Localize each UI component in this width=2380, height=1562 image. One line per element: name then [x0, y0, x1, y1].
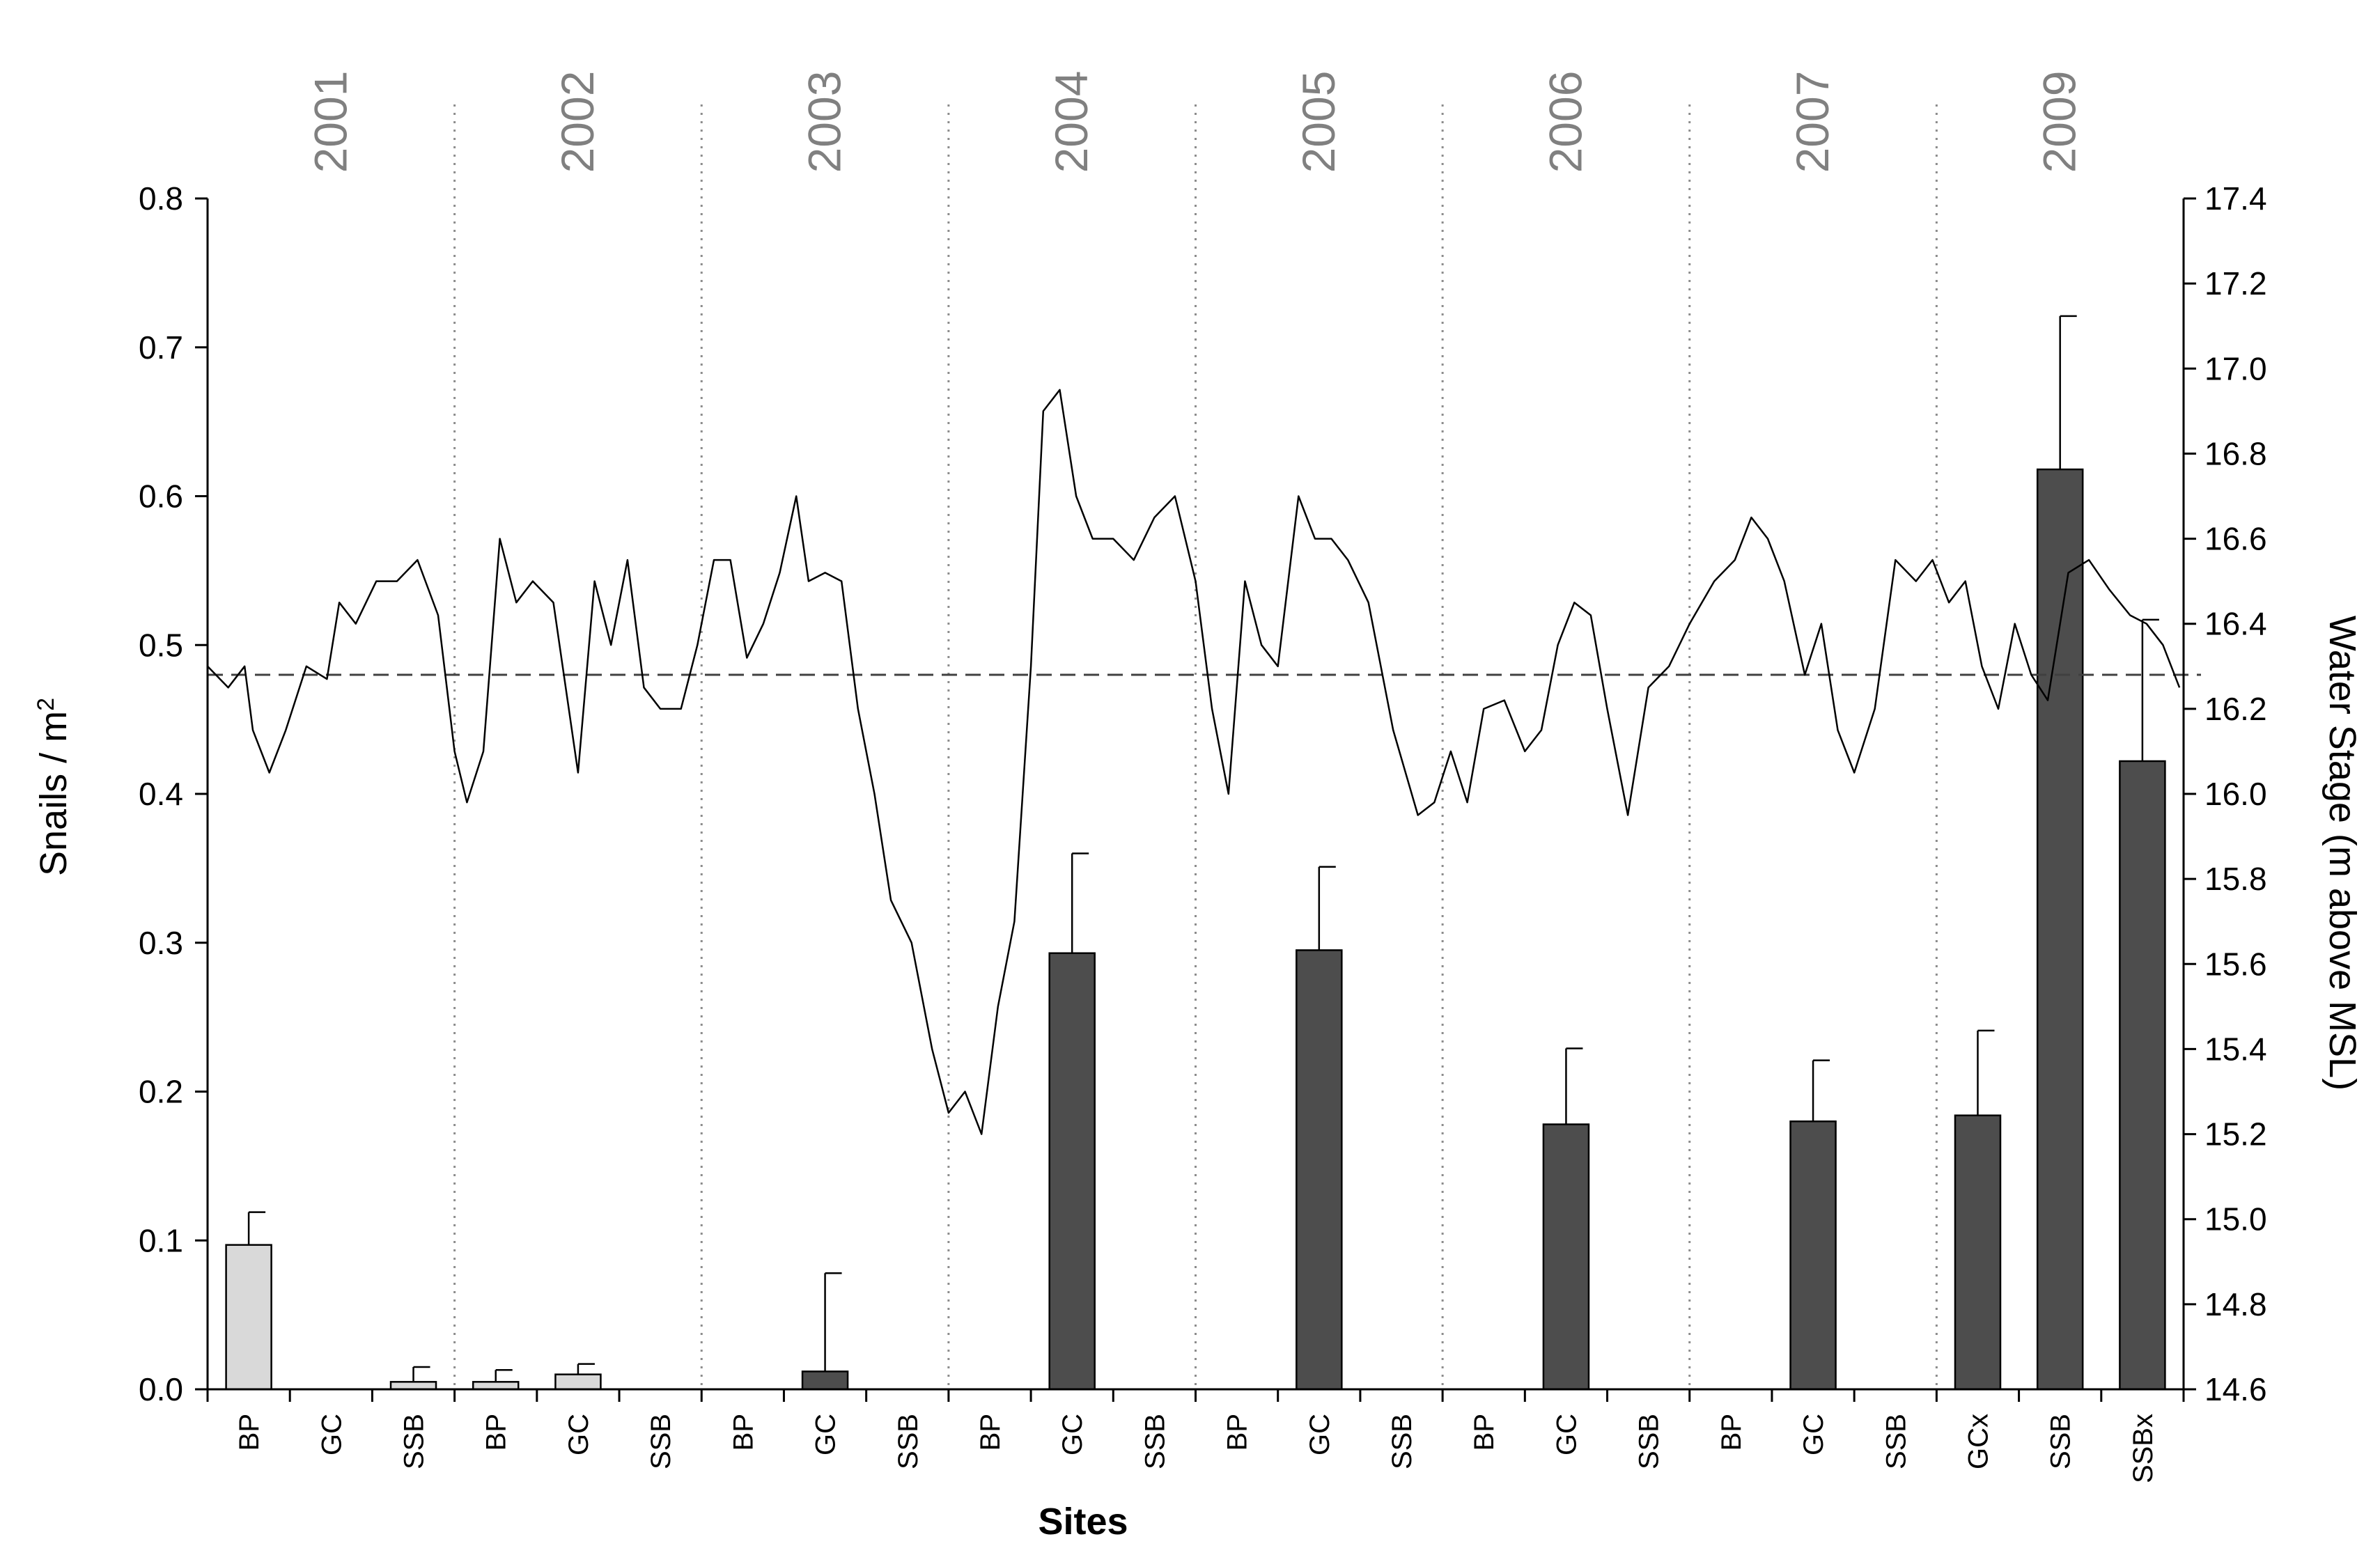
site-label: SSB: [893, 1414, 924, 1469]
y2-tick-label: 15.6: [2204, 946, 2267, 982]
bar: [801, 1370, 849, 1391]
year-label: 2007: [1787, 71, 1838, 173]
bar: [1048, 952, 1096, 1391]
site-label: GC: [316, 1414, 347, 1455]
year-label: 2002: [552, 71, 603, 173]
year-dividers: [453, 104, 1938, 1389]
bar: [389, 1381, 437, 1391]
y2-tick-label: 17.0: [2204, 350, 2267, 386]
site-label: SSB: [399, 1414, 430, 1469]
site-label: SSB: [1634, 1414, 1665, 1469]
bar: [2119, 760, 2166, 1391]
site-label: SSB: [1140, 1414, 1170, 1469]
year-label: 2001: [304, 71, 356, 173]
error-bars: [247, 315, 2159, 1382]
y-tick-label: 0.8: [139, 180, 183, 217]
y2-tick-label: 15.8: [2204, 861, 2267, 897]
x-axis-title: Sites: [1038, 1501, 1128, 1543]
y2-tick-label: 16.4: [2204, 606, 2267, 642]
y2-tick-label: 16.2: [2204, 691, 2267, 727]
site-label: GC: [1057, 1414, 1088, 1455]
y2-tick-label: 17.2: [2204, 265, 2267, 302]
site-label: GC: [1551, 1414, 1582, 1455]
bar: [1542, 1123, 1590, 1391]
y2-tick-label: 14.6: [2204, 1371, 2267, 1407]
bar: [1954, 1114, 2002, 1391]
y2-tick-label: 15.0: [2204, 1201, 2267, 1237]
water-stage-line-group: [207, 389, 2201, 1135]
site-label: SSB: [1387, 1414, 1417, 1469]
axes: [195, 197, 2196, 1402]
site-label: GC: [1798, 1414, 1829, 1455]
site-label: BP: [1716, 1414, 1747, 1451]
site-label: BP: [728, 1414, 759, 1451]
bar: [472, 1381, 520, 1391]
y2-tick-label: 15.4: [2204, 1031, 2267, 1067]
y-tick-label: 0.7: [139, 329, 183, 366]
year-label: 2005: [1293, 71, 1344, 173]
site-label: GC: [1305, 1414, 1335, 1455]
y2-tick-label: 16.0: [2204, 776, 2267, 812]
y2-tick-label: 14.8: [2204, 1286, 2267, 1322]
y2-tick-label: 16.8: [2204, 435, 2267, 471]
y2-tick-label: 15.2: [2204, 1116, 2267, 1153]
site-label: GC: [563, 1414, 594, 1455]
year-label: 2004: [1045, 71, 1097, 173]
site-label: SSBx: [2128, 1414, 2159, 1483]
y-axis-title: Snails / m2: [33, 698, 75, 876]
water-stage-line: [207, 389, 2181, 1135]
bar: [225, 1244, 272, 1391]
bars: [225, 468, 2166, 1391]
year-label: 2003: [799, 71, 850, 173]
bar: [1296, 949, 1343, 1391]
y2-tick-label: 16.6: [2204, 521, 2267, 557]
year-label: 2009: [2034, 71, 2085, 173]
site-label: BP: [975, 1414, 1006, 1451]
site-label: BP: [234, 1414, 265, 1451]
bar: [554, 1373, 602, 1391]
y-tick-label: 0.6: [139, 478, 183, 515]
site-label: SSB: [1881, 1414, 1911, 1469]
bar: [1789, 1120, 1837, 1391]
site-label: SSB: [2046, 1414, 2076, 1469]
right-axis-title: Water Stage (m above MSL): [2321, 616, 2363, 1091]
site-label: GC: [811, 1414, 841, 1455]
y-tick-label: 0.3: [139, 925, 183, 961]
y-tick-label: 0.0: [139, 1371, 183, 1407]
site-label: BP: [1469, 1414, 1500, 1451]
labels: 2001 2002 2003 2004 2005 2006 2007 2009 0.0 0.1 0.…: [139, 71, 2266, 1483]
y-tick-label: 0.1: [139, 1222, 183, 1258]
site-label: BP: [1222, 1414, 1253, 1451]
site-label: GCx: [1963, 1414, 1993, 1469]
y2-tick-label: 17.4: [2204, 180, 2267, 217]
y-tick-label: 0.2: [139, 1074, 183, 1110]
bar: [2036, 468, 2084, 1391]
y-tick-label: 0.5: [139, 627, 183, 663]
y-tick-label: 0.4: [139, 776, 183, 812]
site-label: SSB: [646, 1414, 676, 1469]
year-label: 2006: [1539, 71, 1591, 173]
site-label: BP: [481, 1414, 512, 1451]
